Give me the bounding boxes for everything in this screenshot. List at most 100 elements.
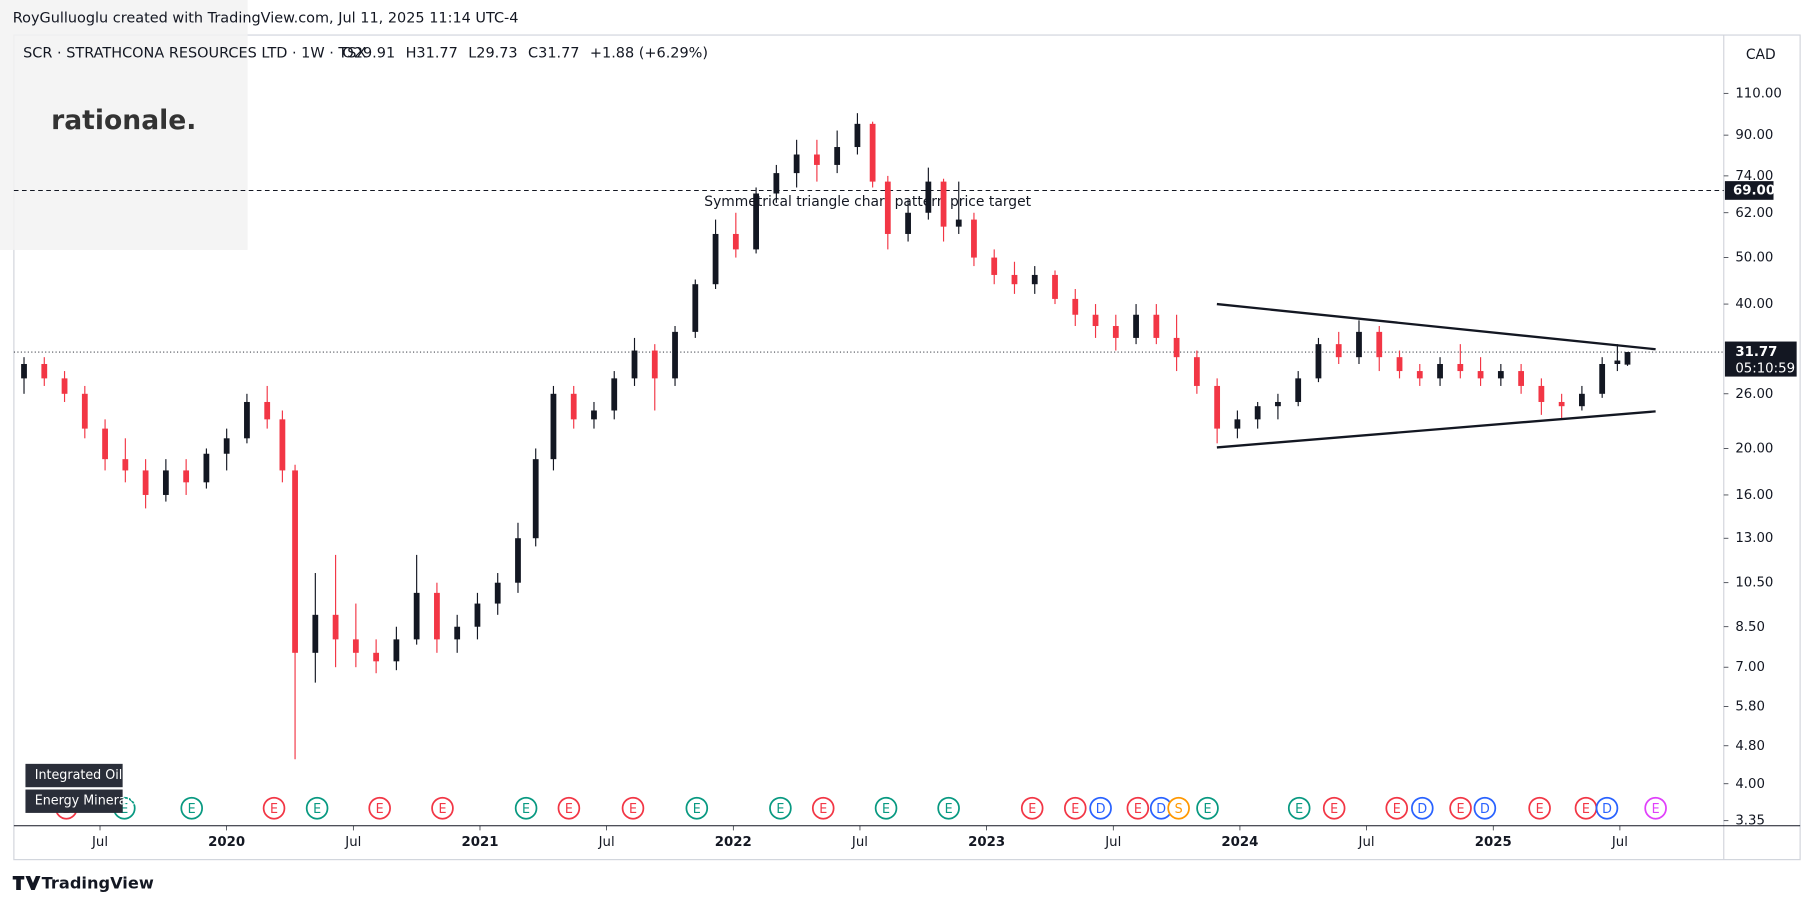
candle-body — [1011, 274, 1018, 285]
event-marker — [685, 796, 709, 820]
candle-body — [1234, 419, 1241, 429]
candle-body — [352, 639, 359, 653]
candle-body — [712, 233, 719, 285]
event-label: D — [1480, 802, 1490, 817]
event-label: E — [313, 802, 321, 817]
candle-body — [203, 453, 210, 483]
x-tick-label: 2020 — [208, 835, 245, 850]
candle-body — [223, 438, 230, 454]
event-label: S — [1175, 802, 1183, 817]
footer-brand: TradingView — [42, 874, 154, 893]
event-marker — [262, 796, 286, 820]
candle-body — [264, 401, 271, 420]
candle-body — [550, 393, 557, 460]
event-marker — [1126, 796, 1150, 820]
candle-body — [869, 123, 876, 182]
candle-body — [1599, 363, 1606, 394]
sector-tag: Integrated Oil — [35, 768, 123, 783]
candle-body — [393, 639, 400, 662]
candle-body — [1335, 344, 1342, 358]
candle-body — [183, 470, 190, 483]
last-price-tag — [1724, 341, 1797, 377]
event-marker — [305, 796, 329, 820]
candle-body — [1614, 360, 1621, 364]
sector-tag-bg — [25, 789, 123, 813]
sector-tag: Energy Minerals — [35, 794, 137, 809]
event-label: E — [1028, 802, 1036, 817]
x-tick-label: Jul — [1611, 835, 1628, 850]
event-marker — [1167, 796, 1190, 820]
event-marker — [557, 796, 581, 820]
candle-body — [142, 470, 149, 495]
ohlc-value: L29.73 — [468, 46, 517, 62]
event-marker — [1287, 796, 1311, 820]
candle-body — [1356, 331, 1362, 358]
y-tick-label: 20.00 — [1735, 441, 1773, 456]
event-label: E — [1330, 802, 1338, 817]
candle-body — [854, 123, 861, 148]
y-tick-label: 40.00 — [1735, 297, 1773, 312]
event-label: E — [1652, 802, 1660, 817]
event-marker — [1196, 796, 1219, 820]
y-tick-label: 74.00 — [1735, 169, 1773, 184]
candle-body — [1437, 363, 1443, 379]
event-label: E — [188, 802, 196, 817]
candle-body — [651, 350, 658, 379]
logo-box — [0, 0, 248, 250]
last-price-label: 31.77 — [1735, 345, 1777, 360]
candle-body — [244, 401, 250, 439]
currency: CAD — [1746, 47, 1776, 63]
event-marker — [874, 796, 898, 820]
y-tick-label: 3.35 — [1735, 814, 1765, 829]
candle-body — [570, 393, 577, 420]
event-marker — [180, 796, 203, 820]
y-tick-label: 16.00 — [1735, 488, 1773, 503]
event-marker — [1063, 796, 1087, 820]
candle-body — [279, 419, 286, 471]
candle-body — [971, 219, 977, 258]
logo: rationale. — [51, 105, 196, 136]
event-label: E — [1536, 802, 1544, 817]
candle-body — [1254, 406, 1261, 420]
event-label: E — [1203, 802, 1211, 817]
candle-body — [81, 393, 88, 429]
trendline — [1216, 302, 1656, 351]
candle-body — [773, 173, 780, 194]
candle-body — [1295, 378, 1302, 402]
y-tick-label: 26.00 — [1735, 387, 1773, 402]
candle-body — [1275, 401, 1281, 407]
y-tick-label: 10.50 — [1735, 576, 1773, 591]
event-label: E — [120, 802, 128, 817]
event-marker — [1595, 796, 1619, 820]
y-tick-label: 13.00 — [1735, 531, 1773, 546]
candle-body — [454, 626, 461, 640]
y-tick-label: 90.00 — [1735, 128, 1773, 143]
event-label: E — [776, 802, 784, 817]
event-label: E — [945, 802, 953, 817]
event-label: E — [693, 802, 701, 817]
candle-body — [61, 378, 68, 394]
y-tick-label: 62.00 — [1735, 206, 1773, 221]
event-label: E — [629, 802, 637, 817]
x-tick-label: Jul — [344, 835, 361, 850]
candle-body — [631, 350, 638, 379]
event-label: D — [1417, 802, 1427, 817]
event-marker — [811, 796, 835, 820]
y-tick-label: 8.50 — [1735, 620, 1765, 635]
event-marker — [621, 796, 645, 820]
candle-body — [591, 410, 597, 420]
candle-body — [1497, 371, 1504, 379]
candle-body — [332, 614, 339, 640]
event-label: D — [1156, 802, 1166, 817]
y-tick-label: 5.80 — [1735, 699, 1765, 714]
event-marker — [769, 796, 792, 820]
candle-body — [1315, 344, 1322, 379]
x-tick-label: 2023 — [968, 835, 1005, 850]
event-label: E — [376, 802, 384, 817]
candle-body — [1031, 274, 1038, 285]
target-price-tag — [1724, 181, 1774, 200]
event-marker — [1020, 796, 1044, 820]
